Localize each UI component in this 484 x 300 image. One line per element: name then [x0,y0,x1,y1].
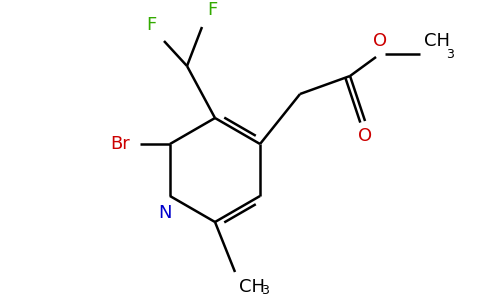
Text: O: O [358,127,372,145]
Text: N: N [158,204,172,222]
Text: F: F [207,1,217,19]
Text: O: O [373,32,387,50]
Text: 3: 3 [261,284,269,297]
Text: Br: Br [110,135,130,153]
Text: CH: CH [424,32,450,50]
Text: 3: 3 [446,47,454,61]
Text: F: F [147,16,157,34]
Text: CH: CH [239,278,265,296]
